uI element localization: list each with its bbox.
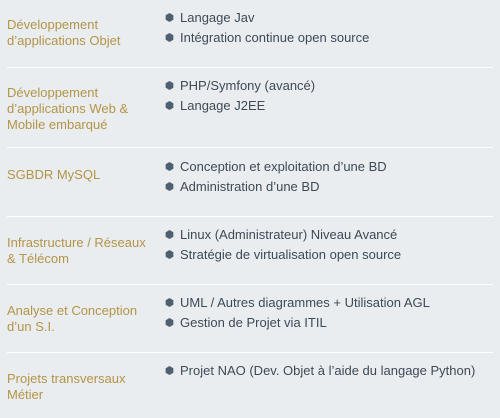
hexagon-bullet-icon [165, 13, 174, 22]
hexagon-bullet-icon [165, 162, 174, 171]
row-divider [7, 216, 493, 217]
hexagon-bullet-icon [165, 182, 174, 191]
skill-category: Développement d’applications Web & Mobil… [7, 85, 129, 132]
skill-items: Projet NAO (Dev. Objet à l’aide du langa… [165, 363, 495, 383]
skill-items: UML / Autres diagrammes + Utilisation AG… [165, 295, 495, 335]
hexagon-bullet-icon [165, 250, 174, 259]
row-divider [7, 352, 493, 353]
skill-item-label: Projet NAO (Dev. Objet à l’aide du langa… [180, 363, 476, 378]
skill-item: Langage Jav [165, 10, 495, 30]
skill-item: Projet NAO (Dev. Objet à l’aide du langa… [165, 363, 495, 383]
hexagon-bullet-icon [165, 230, 174, 239]
row-divider [7, 67, 493, 68]
skill-item: Gestion de Projet via ITIL [165, 315, 495, 335]
skill-items: PHP/Symfony (avancé) Langage J2EE [165, 78, 495, 118]
skill-item-label: Langage Jav [180, 10, 255, 25]
skill-item: PHP/Symfony (avancé) [165, 78, 495, 98]
skill-item-label: Administration d’une BD [180, 179, 320, 194]
skill-category: Développement d’applications Objet [7, 17, 121, 48]
skill-item: Stratégie de virtualisation open source [165, 247, 495, 267]
skill-item-label: PHP/Symfony (avancé) [180, 78, 316, 93]
skill-item: Administration d’une BD [165, 179, 495, 199]
skill-item-label: Intégration continue open source [180, 30, 370, 45]
skill-item: Linux (Administrateur) Niveau Avancé [165, 227, 495, 247]
skill-item-label: UML / Autres diagrammes + Utilisation AG… [180, 295, 430, 310]
hexagon-bullet-icon [165, 101, 174, 110]
skill-item-label: Conception et exploitation d’une BD [180, 159, 387, 174]
skill-item-label: Langage J2EE [180, 98, 266, 113]
skill-item: Conception et exploitation d’une BD [165, 159, 495, 179]
row-divider [7, 284, 493, 285]
skill-item: Intégration continue open source [165, 30, 495, 50]
skill-item-label: Linux (Administrateur) Niveau Avancé [180, 227, 398, 242]
hexagon-bullet-icon [165, 318, 174, 327]
skill-item-label: Gestion de Projet via ITIL [180, 315, 327, 330]
skill-item-label: Stratégie de virtualisation open source [180, 247, 402, 262]
skill-items: Langage Jav Intégration continue open so… [165, 10, 495, 50]
hexagon-bullet-icon [165, 366, 174, 375]
skill-category: Infrastructure / Réseaux & Télécom [7, 235, 146, 266]
skill-category: Projets transversaux Métier [7, 371, 126, 402]
skill-items: Conception et exploitation d’une BD Admi… [165, 159, 495, 199]
skill-item: Langage J2EE [165, 98, 495, 118]
skill-items: Linux (Administrateur) Niveau Avancé Str… [165, 227, 495, 267]
skill-category: SGBDR MySQL [7, 167, 101, 182]
skill-category: Analyse et Conception d’un S.I. [7, 303, 138, 334]
row-divider [7, 147, 493, 148]
hexagon-bullet-icon [165, 81, 174, 90]
hexagon-bullet-icon [165, 33, 174, 42]
skill-item: UML / Autres diagrammes + Utilisation AG… [165, 295, 495, 315]
hexagon-bullet-icon [165, 298, 174, 307]
